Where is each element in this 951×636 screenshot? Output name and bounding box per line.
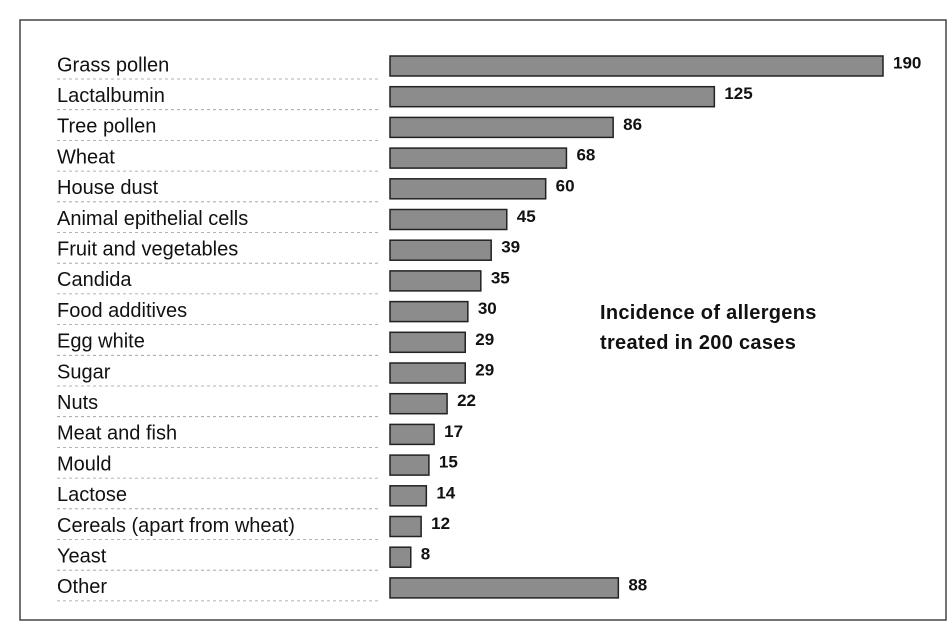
- category-label: Nuts: [57, 392, 98, 414]
- category-label: Animal epithelial cells: [57, 208, 248, 230]
- frame: [19, 19, 947, 621]
- value-label: 35: [491, 268, 510, 287]
- value-label: 29: [475, 360, 494, 379]
- value-label: 125: [724, 84, 752, 103]
- bar: [389, 392, 448, 415]
- bar: [389, 485, 428, 507]
- value-label: 39: [501, 238, 520, 257]
- bar: [389, 55, 884, 77]
- bar: [389, 85, 716, 108]
- bar: [389, 208, 508, 231]
- value-label: 8: [421, 545, 430, 564]
- value-label: 14: [436, 483, 455, 502]
- category-label: Cereals (apart from wheat): [57, 515, 295, 537]
- bar: [389, 178, 547, 200]
- category-label: Meat and fish: [57, 423, 177, 445]
- category-label: House dust: [57, 177, 159, 199]
- value-label: 60: [556, 176, 575, 195]
- bar: [389, 270, 482, 292]
- value-label: 29: [475, 330, 494, 349]
- bar: [389, 515, 422, 538]
- bar: [389, 546, 412, 568]
- bar: [389, 116, 614, 139]
- chart-title: Incidence of allergens treated in 200 ca…: [600, 302, 817, 354]
- category-label: Lactalbumin: [57, 85, 165, 107]
- bar: [389, 423, 435, 446]
- category-label: Other: [57, 576, 107, 598]
- value-label: 30: [478, 299, 497, 318]
- category-label: Yeast: [57, 545, 107, 567]
- category-label: Lactose: [57, 484, 127, 506]
- value-label: 88: [628, 575, 647, 594]
- category-label: Wheat: [57, 146, 115, 168]
- category-label: Food additives: [57, 300, 187, 322]
- category-label: Mould: [57, 453, 111, 475]
- bar: [389, 239, 492, 261]
- bar: [389, 362, 466, 384]
- value-label: 68: [576, 146, 595, 165]
- category-label: Egg white: [57, 331, 145, 353]
- bar: [389, 300, 469, 323]
- value-label: 15: [439, 453, 458, 472]
- bar: [389, 577, 620, 599]
- value-label: 86: [623, 115, 642, 134]
- value-label: 22: [457, 391, 476, 410]
- category-label: Fruit and vegetables: [57, 238, 238, 260]
- bar: [389, 147, 568, 169]
- category-label: Grass pollen: [57, 54, 169, 76]
- value-label: 45: [517, 207, 536, 226]
- category-label: Tree pollen: [57, 116, 156, 138]
- value-label: 17: [444, 422, 463, 441]
- bar: [389, 454, 430, 476]
- category-label: Candida: [57, 269, 132, 291]
- bar: [389, 331, 466, 354]
- category-label: Sugar: [57, 361, 111, 383]
- value-label: 190: [893, 53, 921, 72]
- value-label: 12: [431, 514, 450, 533]
